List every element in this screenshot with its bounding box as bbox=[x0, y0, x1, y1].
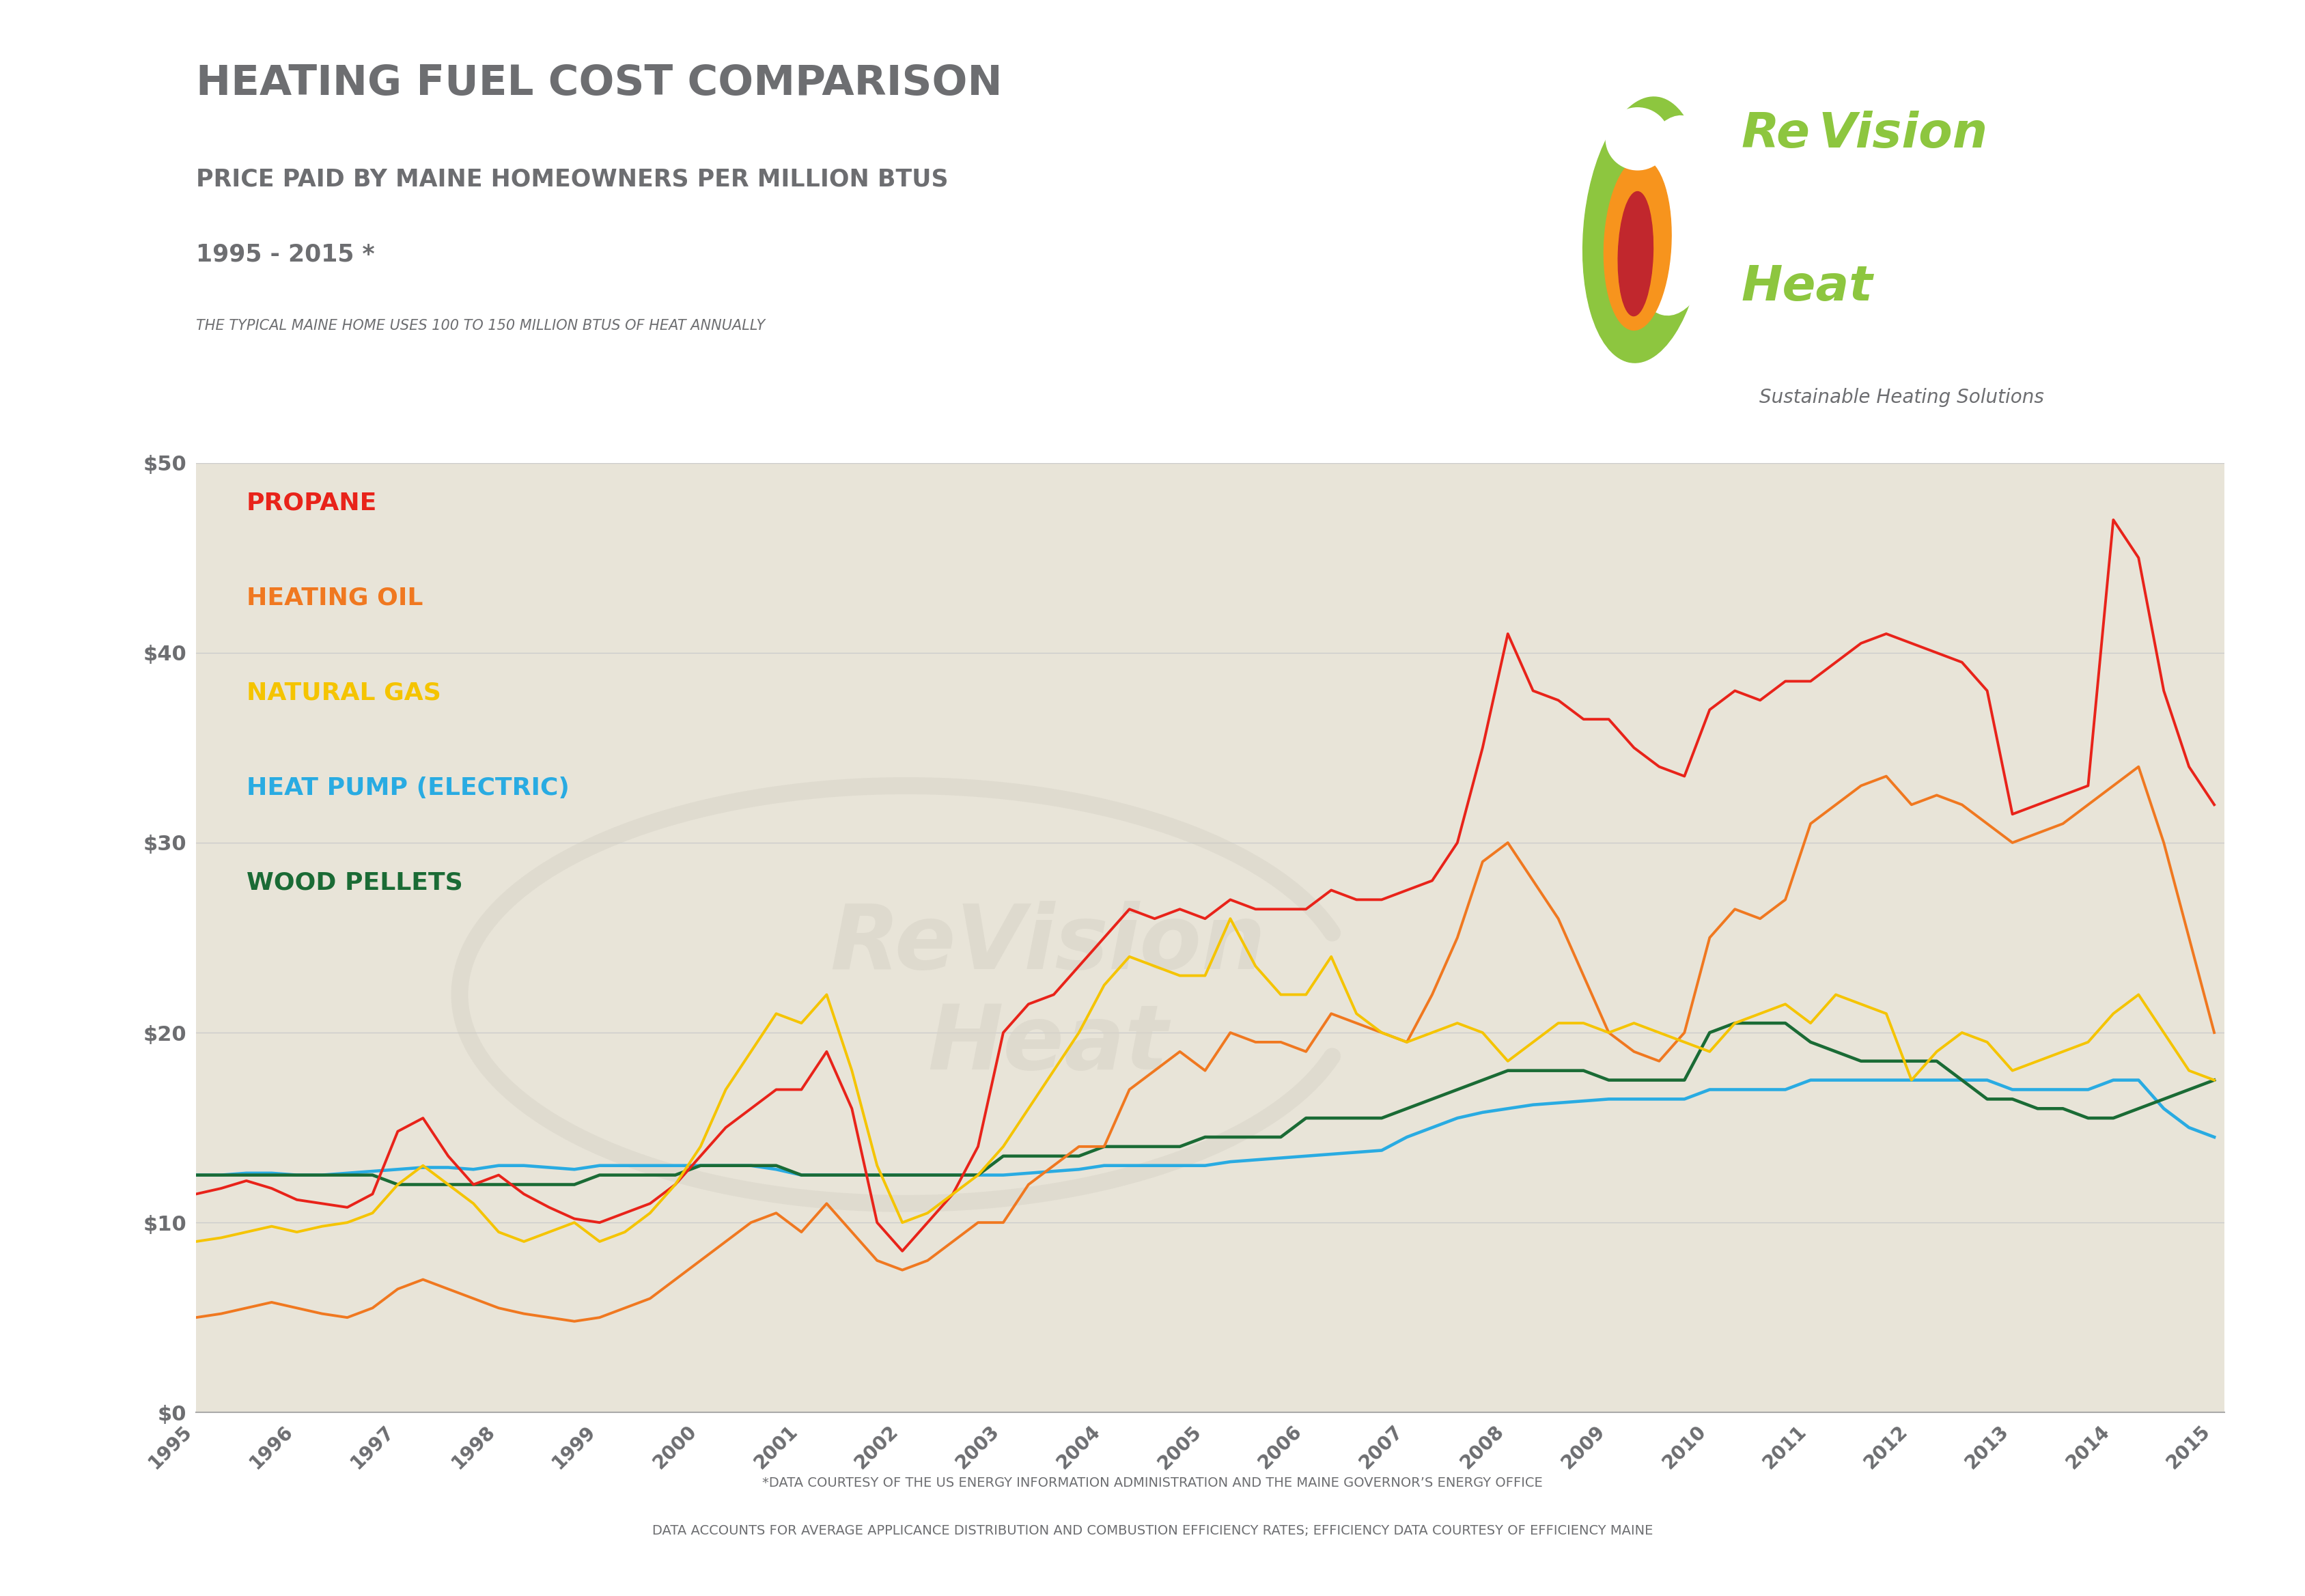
Text: DATA ACCOUNTS FOR AVERAGE APPLICANCE DISTRIBUTION AND COMBUSTION EFFICIENCY RATE: DATA ACCOUNTS FOR AVERAGE APPLICANCE DIS… bbox=[652, 1524, 1653, 1537]
Text: HEATING OIL: HEATING OIL bbox=[247, 586, 424, 610]
Ellipse shape bbox=[1607, 109, 1669, 169]
Ellipse shape bbox=[1584, 97, 1706, 362]
Text: PRICE PAID BY MAINE HOMEOWNERS PER MILLION BTUS: PRICE PAID BY MAINE HOMEOWNERS PER MILLI… bbox=[196, 168, 947, 192]
Ellipse shape bbox=[1627, 117, 1722, 314]
Text: *DATA COURTESY OF THE US ENERGY INFORMATION ADMINISTRATION AND THE MAINE GOVERNO: *DATA COURTESY OF THE US ENERGY INFORMAT… bbox=[763, 1476, 1542, 1489]
Text: WOOD PELLETS: WOOD PELLETS bbox=[247, 871, 463, 894]
Text: HEATING FUEL COST COMPARISON: HEATING FUEL COST COMPARISON bbox=[196, 64, 1003, 104]
Text: Vision: Vision bbox=[1819, 110, 1987, 158]
Text: ReVision
Heat: ReVision Heat bbox=[830, 902, 1265, 1088]
Text: NATURAL GAS: NATURAL GAS bbox=[247, 681, 440, 704]
Text: HEAT PUMP (ELECTRIC): HEAT PUMP (ELECTRIC) bbox=[247, 776, 569, 800]
Text: Heat: Heat bbox=[1740, 263, 1874, 311]
Text: Sustainable Heating Solutions: Sustainable Heating Solutions bbox=[1759, 388, 2045, 407]
Ellipse shape bbox=[1618, 192, 1653, 316]
Text: PROPANE: PROPANE bbox=[247, 492, 378, 514]
Ellipse shape bbox=[1604, 158, 1671, 330]
Text: THE TYPICAL MAINE HOME USES 100 TO 150 MILLION BTUS OF HEAT ANNUALLY: THE TYPICAL MAINE HOME USES 100 TO 150 M… bbox=[196, 319, 765, 334]
Text: 1995 - 2015 *: 1995 - 2015 * bbox=[196, 243, 376, 267]
Text: Re: Re bbox=[1740, 110, 1809, 158]
